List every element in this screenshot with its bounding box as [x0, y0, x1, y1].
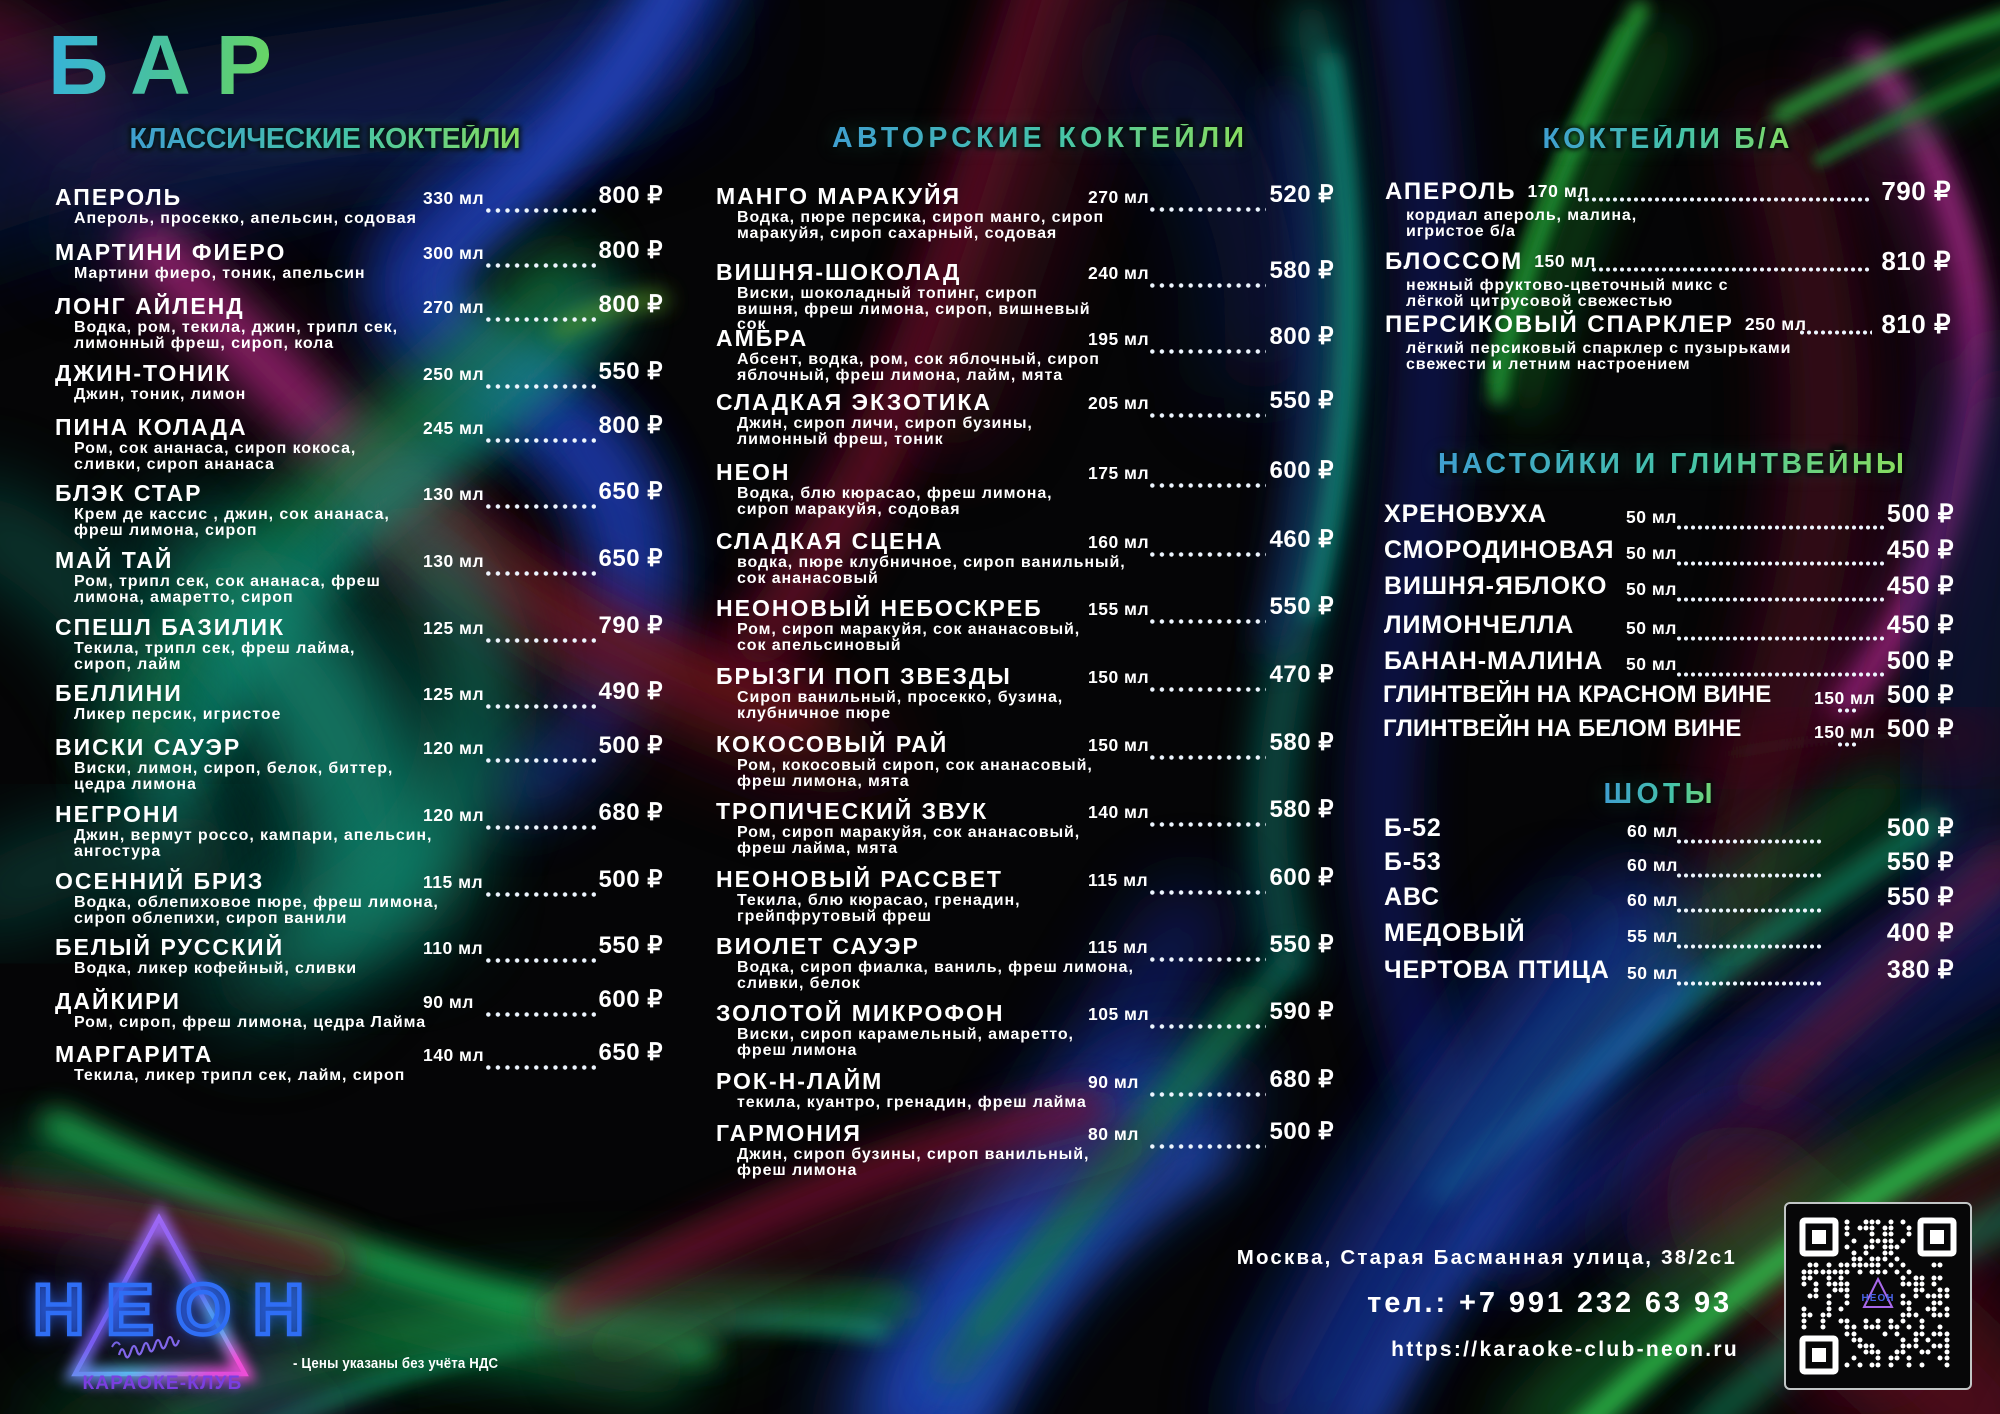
svg-text:НЕОН: НЕОН — [1862, 1293, 1895, 1304]
